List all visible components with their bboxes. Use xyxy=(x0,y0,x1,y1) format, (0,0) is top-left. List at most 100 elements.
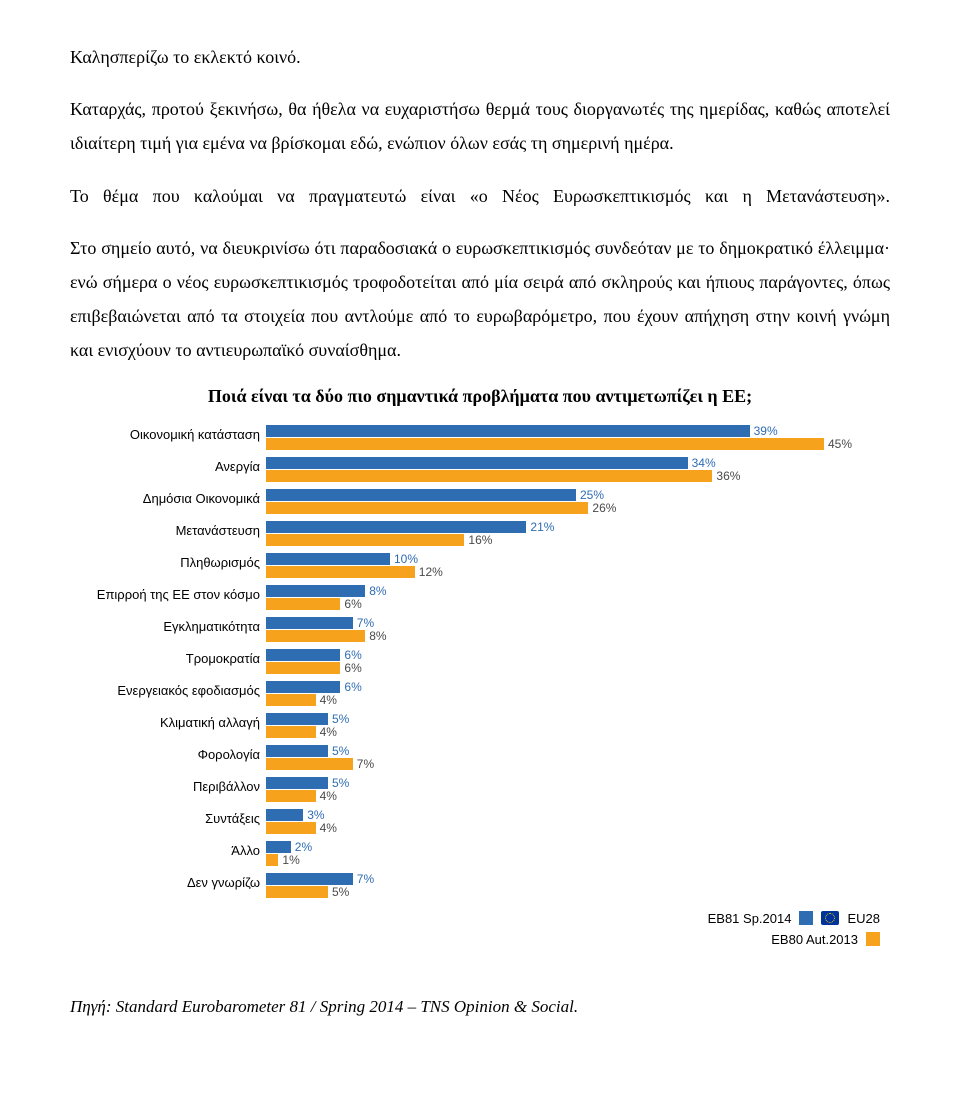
value-series-b: 7% xyxy=(357,757,374,771)
value-series-a: 2% xyxy=(295,840,312,854)
bars-container: 5%4% xyxy=(266,713,890,739)
eu-flag-icon xyxy=(821,911,839,925)
value-series-b: 4% xyxy=(320,789,337,803)
value-series-a: 5% xyxy=(332,712,349,726)
value-series-a: 5% xyxy=(332,776,349,790)
value-series-b: 4% xyxy=(320,725,337,739)
bar-series-b xyxy=(266,630,365,642)
category-label: Κλιματική αλλαγή xyxy=(70,713,266,730)
bar-series-a xyxy=(266,873,353,885)
category-label: Ανεργία xyxy=(70,457,266,474)
bars-container: 10%12% xyxy=(266,553,890,579)
value-series-a: 10% xyxy=(394,552,418,566)
chart-row: Επιρροή της ΕΕ στον κόσμο8%6% xyxy=(70,585,890,611)
bars-container: 7%5% xyxy=(266,873,890,899)
chart-row: Φορολογία 5% 7% xyxy=(70,745,890,771)
bar-series-b xyxy=(266,822,316,834)
category-label: Συντάξεις xyxy=(70,809,266,826)
bars-container: 5% 7% xyxy=(266,745,890,771)
bar-series-a xyxy=(266,745,328,757)
chart-row: Δεν γνωρίζω7%5% xyxy=(70,873,890,899)
bar-series-a xyxy=(266,777,328,789)
chart-source: Πηγή: Standard Eurobarometer 81 / Spring… xyxy=(70,997,890,1017)
value-series-a: 8% xyxy=(369,584,386,598)
bars-container: 5%4% xyxy=(266,777,890,803)
bar-series-a xyxy=(266,489,576,501)
value-series-a: 34% xyxy=(692,456,716,470)
category-label: Ενεργειακός εφοδιασμός xyxy=(70,681,266,698)
chart-title: Ποιά είναι τα δύο πιο σημαντικά προβλήμα… xyxy=(70,386,890,407)
chart-row: Τρομοκρατία6%6% xyxy=(70,649,890,675)
category-label: Περιβάλλον xyxy=(70,777,266,794)
bars-container: 39% 45% xyxy=(266,425,890,451)
bar-series-a xyxy=(266,457,688,469)
bar-series-a xyxy=(266,553,390,565)
bar-series-a xyxy=(266,425,750,437)
bar-series-b xyxy=(266,470,712,482)
bars-container: 25%26% xyxy=(266,489,890,515)
chart-row: Ενεργειακός εφοδιασμός 6% 4% xyxy=(70,681,890,707)
bar-series-a xyxy=(266,585,365,597)
bar-series-a xyxy=(266,521,526,533)
value-series-b: 6% xyxy=(344,597,361,611)
chart-row: Άλλο 2%1% xyxy=(70,841,890,867)
bars-container: 3%4% xyxy=(266,809,890,835)
bar-series-b xyxy=(266,726,316,738)
value-series-b: 5% xyxy=(332,885,349,899)
bars-container: 34%36% xyxy=(266,457,890,483)
paragraph-body: Στο σημείο αυτό, να διευκρινίσω ότι παρα… xyxy=(70,231,890,368)
category-label: Φορολογία xyxy=(70,745,266,762)
bar-series-a xyxy=(266,681,340,693)
category-label: Μετανάστευση xyxy=(70,521,266,538)
bar-series-a xyxy=(266,841,291,853)
value-series-b: 4% xyxy=(320,821,337,835)
value-series-b: 1% xyxy=(282,853,299,867)
legend-label-a: EB81 Sp.2014 xyxy=(708,911,792,926)
value-series-a: 39% xyxy=(754,424,778,438)
legend-row-a: EB81 Sp.2014 EU28 xyxy=(708,911,880,926)
value-series-b: 12% xyxy=(419,565,443,579)
value-series-b: 26% xyxy=(592,501,616,515)
value-series-a: 3% xyxy=(307,808,324,822)
legend-swatch-a xyxy=(799,911,813,925)
bar-series-b xyxy=(266,662,340,674)
bar-series-b xyxy=(266,598,340,610)
bar-series-b xyxy=(266,502,588,514)
bar-series-b xyxy=(266,886,328,898)
category-label: Οικονομική κατάσταση xyxy=(70,425,266,442)
bar-series-b xyxy=(266,758,353,770)
value-series-b: 4% xyxy=(320,693,337,707)
chart-row: Ανεργία34%36% xyxy=(70,457,890,483)
category-label: Δεν γνωρίζω xyxy=(70,873,266,890)
legend-swatch-b xyxy=(866,932,880,946)
paragraph-greeting: Καλησπερίζω το εκλεκτό κοινό. xyxy=(70,40,890,74)
paragraph-topic: Το θέμα που καλούμαι να πραγματευτώ είνα… xyxy=(70,179,890,213)
bar-series-b xyxy=(266,694,316,706)
value-series-b: 8% xyxy=(369,629,386,643)
bars-container: 8% 6% xyxy=(266,585,890,611)
bars-container: 7%8% xyxy=(266,617,890,643)
bars-container: 6% 4% xyxy=(266,681,890,707)
value-series-a: 5% xyxy=(332,744,349,758)
chart-row: Κλιματική αλλαγή5%4% xyxy=(70,713,890,739)
bar-series-b xyxy=(266,854,278,866)
bar-series-a xyxy=(266,649,340,661)
value-series-b: 16% xyxy=(468,533,492,547)
bar-series-b xyxy=(266,438,824,450)
chart-legend: EB81 Sp.2014 EU28 EB80 Aut.2013 xyxy=(70,911,890,947)
bar-series-b xyxy=(266,566,415,578)
value-series-a: 6% xyxy=(344,648,361,662)
category-label: Τρομοκρατία xyxy=(70,649,266,666)
value-series-b: 36% xyxy=(716,469,740,483)
legend-row-b: EB80 Aut.2013 xyxy=(771,932,880,947)
category-label: Άλλο xyxy=(70,841,266,858)
chart-row: Πληθωρισμός10%12% xyxy=(70,553,890,579)
legend-region: EU28 xyxy=(847,911,880,926)
value-series-a: 6% xyxy=(344,680,361,694)
value-series-b: 45% xyxy=(828,437,852,451)
legend-label-b: EB80 Aut.2013 xyxy=(771,932,858,947)
chart-row: Συντάξεις3%4% xyxy=(70,809,890,835)
chart-row: Μετανάστευση21%16% xyxy=(70,521,890,547)
category-label: Εγκληματικότητα xyxy=(70,617,266,634)
category-label: Δημόσια Οικονομικά xyxy=(70,489,266,506)
